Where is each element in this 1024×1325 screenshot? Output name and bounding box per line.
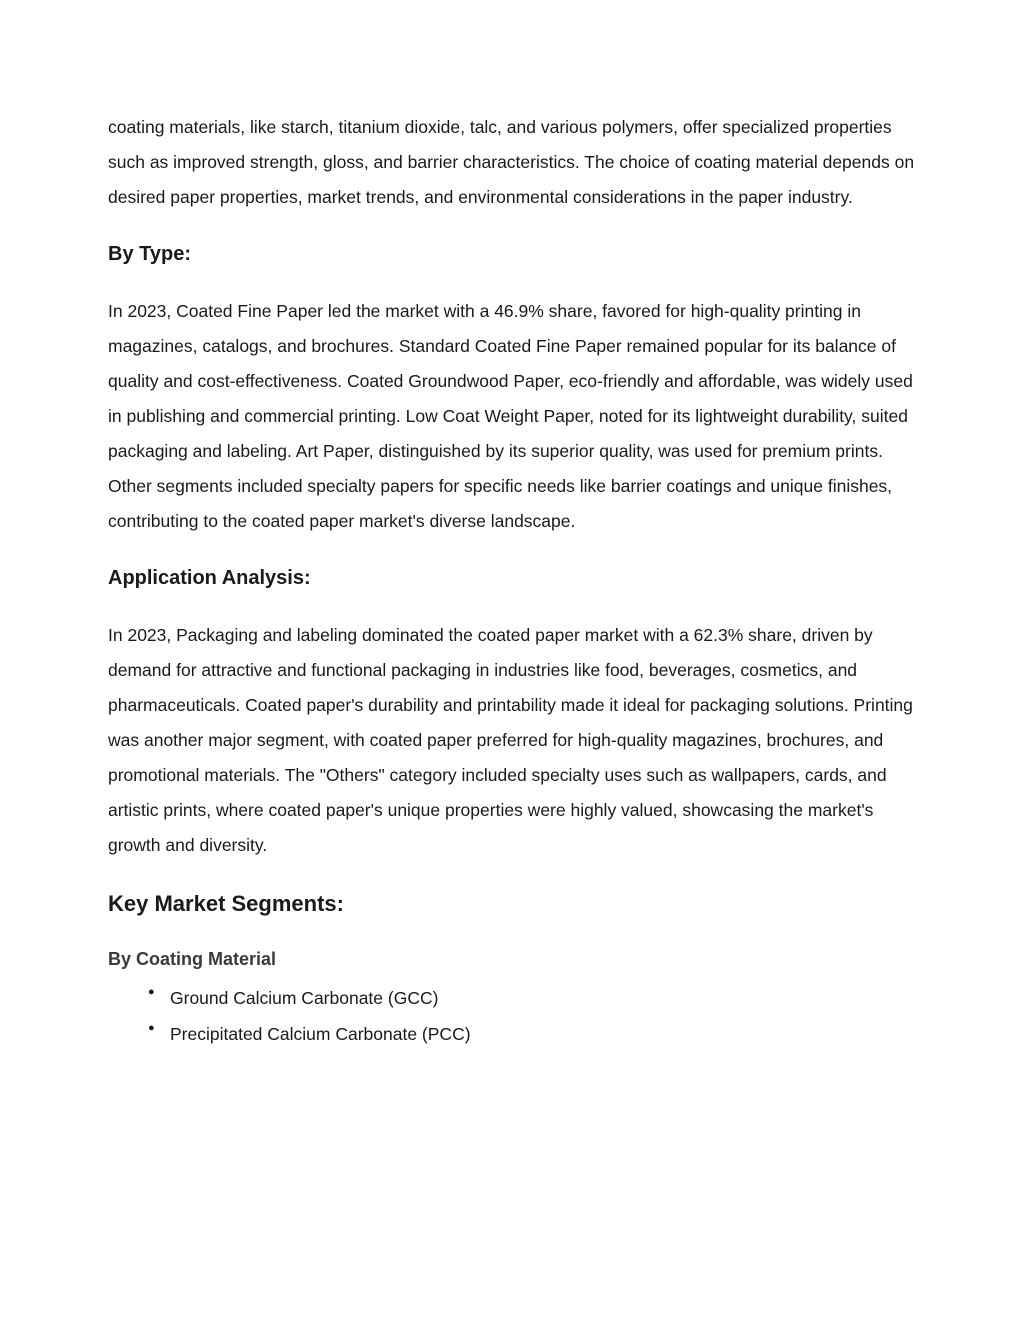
paragraph-by-type: In 2023, Coated Fine Paper led the marke… xyxy=(108,294,916,539)
list-item: Precipitated Calcium Carbonate (PCC) xyxy=(170,1016,916,1052)
intro-paragraph: coating materials, like starch, titanium… xyxy=(108,110,916,215)
heading-application-analysis: Application Analysis: xyxy=(108,567,916,590)
subheading-by-coating-material: By Coating Material xyxy=(108,949,916,970)
heading-key-market-segments: Key Market Segments: xyxy=(108,891,916,917)
list-item: Ground Calcium Carbonate (GCC) xyxy=(170,980,916,1016)
document-page: coating materials, like starch, titanium… xyxy=(0,0,1024,1325)
paragraph-application-analysis: In 2023, Packaging and labeling dominate… xyxy=(108,618,916,863)
list-by-coating-material: Ground Calcium Carbonate (GCC) Precipita… xyxy=(108,980,916,1052)
heading-by-type: By Type: xyxy=(108,243,916,266)
